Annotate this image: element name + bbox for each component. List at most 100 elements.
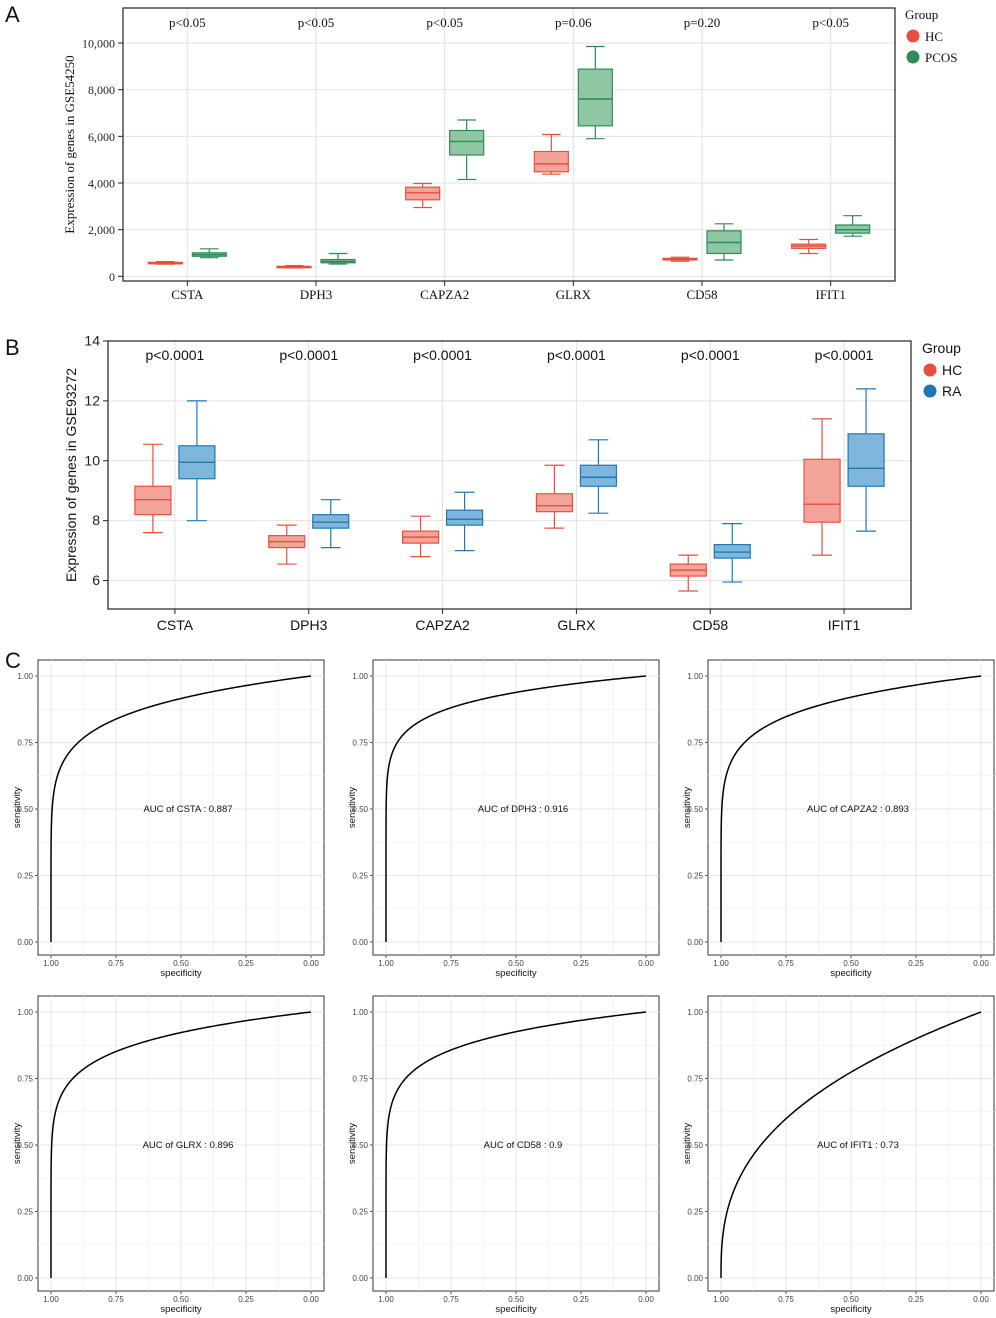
panel-b-boxplot: B 6 8 10 12 14 CSTA p<0.0001 DPH3 p<0.0001 CAPZA2 p… bbox=[5, 333, 962, 634]
plot-frame bbox=[122, 7, 896, 282]
p-value-label: p<0.0001 bbox=[547, 347, 606, 363]
y-tick-label: 0.75 bbox=[352, 739, 368, 748]
p-value-label: p<0.05 bbox=[298, 15, 335, 30]
x-tick-label: IFIT1 bbox=[815, 287, 845, 302]
y-axis-title: sensitivity bbox=[682, 787, 693, 828]
y-tick-label: 0.75 bbox=[352, 1075, 368, 1084]
y-tick-label: 0.00 bbox=[17, 938, 33, 947]
x-tick-label: 0.50 bbox=[173, 959, 189, 968]
x-tick-label: 0.75 bbox=[778, 1295, 794, 1304]
y-tick-label: 10,000 bbox=[82, 37, 115, 51]
x-tick-label: 0.00 bbox=[973, 1295, 989, 1304]
y-axis-title: sensitivity bbox=[347, 1123, 358, 1164]
box-hc-ifit1 bbox=[803, 458, 841, 523]
x-tick-label: 0.00 bbox=[303, 1295, 319, 1304]
box-hc-csta bbox=[134, 485, 172, 516]
auc-annotation: AUC of GLRX : 0.896 bbox=[143, 1140, 234, 1151]
roc-chart-ifit1: 1.00 0.75 0.50 0.25 0.00 0.00 0.25 0.50 0.75 1.00… bbox=[682, 995, 995, 1315]
x-tick-label: CAPZA2 bbox=[420, 287, 469, 302]
roc-curve bbox=[385, 675, 647, 942]
y-tick-label: 1.00 bbox=[687, 1008, 703, 1017]
y-tick-label: 0.75 bbox=[17, 739, 33, 748]
roc-curve bbox=[720, 675, 982, 942]
legend-title: Group bbox=[905, 7, 938, 22]
p-value-label: p=0.06 bbox=[555, 15, 592, 30]
y-tick-label: 0.75 bbox=[17, 1075, 33, 1084]
x-axis-title: specificity bbox=[830, 1304, 871, 1315]
x-tick-label: DPH3 bbox=[290, 617, 328, 633]
box-pcos-capza2 bbox=[449, 129, 485, 156]
x-axis-title: specificity bbox=[160, 968, 201, 979]
x-tick-label: 0.75 bbox=[443, 1295, 459, 1304]
x-tick-label: 0.75 bbox=[108, 959, 124, 968]
y-tick-label: 0.50 bbox=[17, 1141, 33, 1150]
y-tick-label: 0.75 bbox=[687, 1075, 703, 1084]
x-tick-label: 1.00 bbox=[378, 959, 394, 968]
y-tick-label: 0.50 bbox=[687, 1141, 703, 1150]
legend-marker-hc bbox=[923, 363, 937, 377]
x-axis-title: specificity bbox=[160, 1304, 201, 1315]
auc-annotation: AUC of DPH3 : 0.916 bbox=[478, 804, 568, 815]
x-tick-label: 1.00 bbox=[43, 1295, 59, 1304]
y-tick-label: 0.50 bbox=[17, 805, 33, 814]
y-tick-label: 0.00 bbox=[687, 1274, 703, 1283]
x-tick-label: 0.50 bbox=[843, 959, 859, 968]
panel-a-boxplot: A 0 2,000 4,000 6,000 8,000 10,000 CSTA p<0.05 DP… bbox=[5, 2, 958, 302]
y-tick-label: 0 bbox=[109, 270, 115, 284]
y-tick-label: 8 bbox=[92, 512, 100, 528]
y-tick-label: 6,000 bbox=[88, 130, 115, 144]
y-tick-label: 0.25 bbox=[687, 872, 703, 881]
p-value-label: p<0.0001 bbox=[146, 347, 205, 363]
y-axis-title: sensitivity bbox=[682, 1123, 693, 1164]
x-tick-label: 0.50 bbox=[508, 1295, 524, 1304]
roc-chart-csta: 1.00 0.75 0.50 0.25 0.00 0.00 0.25 0.50 0.75 1.00… bbox=[12, 659, 325, 979]
y-tick-label: 0.25 bbox=[17, 1208, 33, 1217]
x-tick-label: 0.25 bbox=[573, 1295, 589, 1304]
y-tick-label: 12 bbox=[84, 392, 100, 408]
y-tick-label: 4,000 bbox=[88, 177, 115, 191]
x-tick-label: CSTA bbox=[171, 287, 204, 302]
y-tick-label: 0.00 bbox=[352, 1274, 368, 1283]
plot-background bbox=[108, 341, 911, 609]
legend-label-pcos: PCOS bbox=[925, 50, 958, 65]
box-hc-glrx bbox=[535, 493, 574, 513]
y-tick-label: 0.25 bbox=[17, 872, 33, 881]
roc-chart-dph3: 1.00 0.75 0.50 0.25 0.00 0.00 0.25 0.50 0.75 1.00… bbox=[347, 659, 660, 979]
box-ra-dph3 bbox=[312, 514, 350, 529]
y-tick-label: 0.00 bbox=[17, 1274, 33, 1283]
x-tick-label: 0.50 bbox=[843, 1295, 859, 1304]
roc-curve bbox=[720, 1011, 982, 1278]
p-value-label: p<0.05 bbox=[426, 15, 463, 30]
roc-curve bbox=[385, 1011, 647, 1278]
p-value-label: p<0.0001 bbox=[413, 347, 472, 363]
p-value-label: p<0.05 bbox=[812, 15, 849, 30]
x-axis-title: specificity bbox=[495, 968, 536, 979]
x-axis-title: specificity bbox=[495, 1304, 536, 1315]
y-tick-label: 1.00 bbox=[17, 1008, 33, 1017]
box-ra-capza2 bbox=[445, 509, 484, 526]
y-tick-label: 6 bbox=[92, 572, 100, 588]
y-tick-label: 0.50 bbox=[352, 1141, 368, 1150]
roc-chart-cd58: 1.00 0.75 0.50 0.25 0.00 0.00 0.25 0.50 0.75 1.00… bbox=[347, 995, 660, 1315]
panel-label: B bbox=[5, 335, 20, 360]
legend-marker-ra bbox=[923, 384, 937, 398]
x-tick-label: DPH3 bbox=[300, 287, 333, 302]
y-tick-label: 1.00 bbox=[352, 672, 368, 681]
p-value-label: p=0.20 bbox=[684, 15, 721, 30]
y-axis-title: Expression of genes in GSE54250 bbox=[62, 55, 77, 233]
x-axis-title: specificity bbox=[830, 968, 871, 979]
p-value-label: p<0.0001 bbox=[279, 347, 338, 363]
x-tick-label: 1.00 bbox=[713, 959, 729, 968]
p-value-label: p<0.0001 bbox=[681, 347, 740, 363]
x-tick-label: 0.00 bbox=[973, 959, 989, 968]
y-tick-label: 0.00 bbox=[352, 938, 368, 947]
legend-label-hc: HC bbox=[942, 362, 962, 378]
roc-chart-capza2: 1.00 0.75 0.50 0.25 0.00 0.00 0.25 0.50 0.75 1.00… bbox=[682, 659, 995, 979]
x-tick-label: 0.50 bbox=[173, 1295, 189, 1304]
y-axis-title: sensitivity bbox=[12, 1123, 23, 1164]
x-tick-label: 0.25 bbox=[238, 1295, 254, 1304]
y-tick-label: 14 bbox=[84, 333, 100, 349]
y-tick-label: 0.75 bbox=[687, 739, 703, 748]
y-tick-label: 1.00 bbox=[687, 672, 703, 681]
